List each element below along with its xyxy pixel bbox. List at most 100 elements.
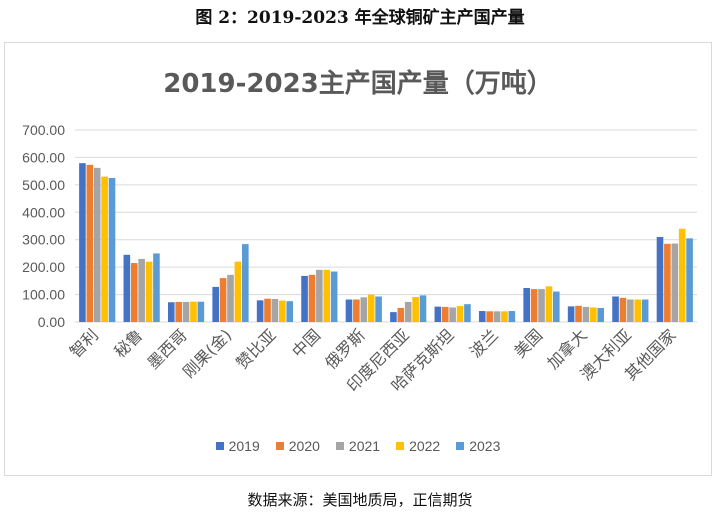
y-tick-label: 200.00 — [22, 259, 65, 275]
bar — [153, 253, 160, 322]
x-category-label: 赞比亚 — [232, 325, 279, 372]
bar — [575, 305, 582, 322]
legend-label: 2019 — [228, 438, 260, 454]
chart-legend: 2019 2020 2021 2022 2023 — [5, 438, 711, 454]
legend-swatch — [396, 442, 405, 450]
y-tick-label: 500.00 — [22, 177, 65, 193]
bar — [441, 306, 449, 322]
x-category-label: 智利 — [66, 325, 102, 361]
bar — [671, 243, 679, 322]
legend-label: 2022 — [409, 438, 441, 454]
legend-item: 2023 — [456, 438, 500, 454]
bar — [271, 298, 279, 322]
bar — [619, 297, 627, 322]
bar — [375, 296, 382, 322]
bar — [678, 228, 686, 322]
bar — [545, 286, 553, 322]
legend-label: 2021 — [348, 438, 381, 454]
bar — [256, 300, 264, 322]
legend-swatch — [335, 442, 344, 450]
bar — [582, 306, 590, 322]
bar — [664, 243, 671, 322]
bar — [367, 294, 375, 322]
bar — [627, 299, 634, 322]
bar — [219, 278, 227, 322]
bar — [242, 244, 249, 322]
bar — [508, 311, 516, 322]
figure-title: 图 2：2019-2023 年全球铜矿主产国产量 — [195, 8, 525, 28]
bar — [360, 297, 368, 322]
bar — [286, 301, 294, 322]
y-tick-label: 400.00 — [22, 204, 65, 220]
legend-label: 2023 — [469, 438, 501, 454]
bar — [197, 301, 205, 322]
bar — [330, 271, 338, 322]
legend-item: 2020 — [275, 438, 320, 454]
bar — [501, 311, 508, 322]
bar — [212, 286, 219, 322]
bar — [553, 291, 560, 322]
bar — [464, 304, 471, 322]
data-source: 数据来源：美国地质局，正信期货 — [247, 491, 473, 509]
y-tick-label: 600.00 — [22, 149, 65, 165]
bar — [108, 178, 116, 322]
bar — [686, 238, 693, 322]
bar — [538, 289, 545, 322]
bar — [145, 261, 153, 322]
bar — [138, 258, 145, 322]
bar — [130, 263, 138, 322]
bar — [353, 299, 360, 322]
bar — [493, 311, 501, 322]
legend-swatch — [275, 442, 284, 450]
y-tick-label: 100.00 — [22, 287, 65, 303]
bar — [190, 301, 197, 322]
bar — [123, 254, 131, 322]
bar — [486, 311, 493, 322]
x-category-label: 刚果(金) — [179, 325, 235, 381]
chart-container: 2019-2023主产国产量（万吨） 0.00 100.00 200.00 300.0… — [4, 42, 712, 476]
legend-swatch — [456, 442, 465, 450]
bar — [456, 306, 464, 322]
bar — [316, 269, 323, 322]
x-category-label: 秘鲁 — [110, 325, 146, 361]
bar — [227, 274, 234, 322]
x-category-label: 波兰 — [466, 325, 502, 361]
bar — [279, 300, 286, 322]
bar — [86, 164, 94, 322]
y-tick-label: 300.00 — [22, 232, 65, 248]
x-category-label: 美国 — [510, 325, 546, 361]
bar — [308, 274, 316, 322]
bar — [530, 289, 538, 322]
legend-label: 2020 — [288, 438, 320, 454]
bar — [634, 299, 642, 322]
bar — [345, 299, 353, 322]
bar — [234, 261, 242, 322]
bar — [93, 167, 101, 322]
bar — [523, 287, 530, 322]
chart-title: 2019-2023主产国产量（万吨） — [163, 69, 553, 99]
bar — [397, 308, 405, 322]
bar-chart: 0.00 100.00 200.00 300.00 400.00 500.00 600.00… — [22, 122, 697, 395]
bar — [182, 301, 190, 322]
legend-item: 2019 — [215, 438, 260, 454]
y-tick-label: 700.00 — [22, 122, 65, 138]
bar — [597, 308, 605, 322]
x-category-label: 中国 — [288, 325, 324, 361]
bar — [434, 306, 442, 322]
bar — [412, 297, 419, 322]
bar — [419, 295, 427, 322]
legend-swatch — [215, 442, 224, 450]
bar — [79, 163, 86, 322]
bar — [478, 311, 486, 322]
y-tick-label: 0.00 — [38, 314, 65, 330]
bar — [612, 296, 619, 322]
bar — [590, 307, 597, 322]
bar — [641, 299, 649, 322]
legend-item: 2021 — [335, 438, 381, 454]
bar — [323, 269, 331, 322]
bar — [404, 301, 412, 322]
bar — [264, 298, 271, 322]
bar — [301, 275, 308, 322]
bar — [449, 307, 456, 322]
bar — [175, 301, 182, 322]
